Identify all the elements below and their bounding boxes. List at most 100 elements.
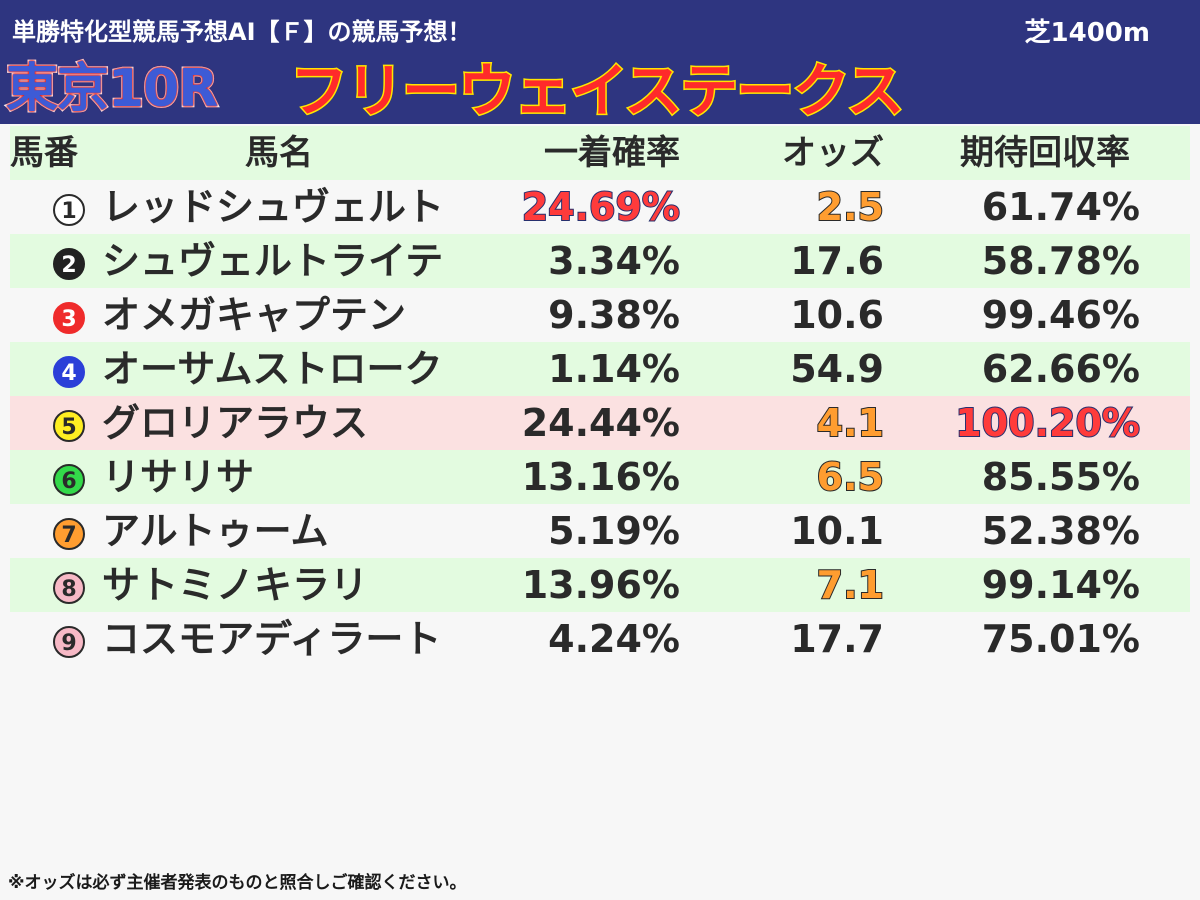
odds-text: 10.6 [790,293,884,337]
expected-return: 85.55% [920,450,1140,504]
odds: 54.9 [700,342,884,396]
column-header-win-probability: 一着確率 [544,133,680,173]
horse-name-text: サトミノキラリ [102,563,369,607]
table-row: 7 アルトゥーム 5.19% 10.1 52.38% [10,504,1190,558]
expected-return-text: 61.74% [981,185,1140,229]
horse-name: サトミノキラリ [102,558,492,612]
odds: 7.1 [700,558,885,612]
win-probability-text: 13.16% [521,455,680,499]
horse-number-badge: 9 [53,625,85,658]
odds-text: 4.1 [816,400,885,446]
horse-number-cell: 8 [10,558,100,612]
expected-return: 99.46% [920,288,1140,342]
horse-number-cell: 4 [10,342,100,396]
win-probability: 5.19% [480,504,680,558]
horse-number-badge: 5 [53,409,85,442]
expected-return-text: 99.46% [981,293,1140,337]
horse-number-cell: 5 [10,396,100,450]
odds: 4.1 [700,396,885,450]
horse-name-text: グロリアラウス [102,401,369,445]
horse-name: アルトゥーム [102,504,492,558]
table-row: 1 レッドシュヴェルト 24.69% 2.5 61.74% [10,180,1190,234]
horse-number-cell: 2 [10,234,100,288]
odds-text: 17.7 [790,617,884,661]
column-header-name: 馬名 [245,133,313,173]
prediction-table: 馬番 馬名 一着確率 オッズ 期待回収率 1 レッドシュヴェルト 24.69% 2.5… [10,126,1190,666]
expected-return-text: 100.20% [954,400,1141,446]
odds-text: 7.1 [816,562,885,608]
table-row: 3 オメガキャプテン 9.38% 10.6 99.46% [10,288,1190,342]
horse-name-text: シュヴェルトライテ [102,239,444,283]
table-row: 5 グロリアラウス 24.44% 4.1 100.20% [10,396,1190,450]
horse-number-cell: 6 [10,450,100,504]
horse-name-text: リサリサ [102,455,255,499]
track-surface-distance: 芝1400m [1024,18,1150,48]
table-row: 2 シュヴェルトライテ 3.34% 17.6 58.78% [10,234,1190,288]
race-number: 東京10R [4,58,219,121]
horse-name-text: コスモアディラート [102,617,442,661]
odds: 17.7 [700,612,884,666]
horse-number-badge: 8 [53,571,85,604]
expected-return-text: 75.01% [981,617,1140,661]
horse-name-text: アルトゥーム [102,509,329,553]
column-header-number: 馬番 [10,133,78,173]
horse-number-cell: 9 [10,612,100,666]
win-probability-text: 24.69% [521,184,681,230]
expected-return: 61.74% [920,180,1140,234]
horse-number-badge: 1 [53,193,85,226]
race-name: フリーウェイステークス [289,56,907,127]
odds: 2.5 [700,180,885,234]
odds: 6.5 [700,450,885,504]
expected-return: 52.38% [920,504,1140,558]
expected-return: 100.20% [920,396,1141,450]
odds: 17.6 [700,234,884,288]
header-banner: 単勝特化型競馬予想AI【Ｆ】の競馬予想！ 芝1400m 東京10R フリーウェイ… [0,0,1200,127]
win-probability: 4.24% [480,612,680,666]
horse-number-badge: 7 [53,517,85,550]
expected-return-text: 99.14% [981,563,1140,607]
odds-text: 17.6 [790,239,884,283]
odds-text: 10.1 [790,509,884,553]
table-body: 1 レッドシュヴェルト 24.69% 2.5 61.74% 2 シュヴェルトライテ 3.34%… [10,180,1190,666]
win-probability: 13.96% [480,558,680,612]
horse-number-cell: 1 [10,180,100,234]
horse-name: グロリアラウス [102,396,492,450]
table-row: 8 サトミノキラリ 13.96% 7.1 99.14% [10,558,1190,612]
expected-return: 75.01% [920,612,1140,666]
horse-number-badge: 2 [53,247,85,280]
odds-disclaimer: ※オッズは必ず主催者発表のものと照合しご確認ください。 [8,873,467,893]
horse-number-cell: 3 [10,288,100,342]
win-probability-text: 5.19% [548,509,680,553]
table-row: 6 リサリサ 13.16% 6.5 85.55% [10,450,1190,504]
win-probability-text: 1.14% [548,347,680,391]
table-header-row: 馬番 馬名 一着確率 オッズ 期待回収率 [10,126,1190,180]
odds-text: 54.9 [790,347,884,391]
odds-text: 6.5 [816,454,885,500]
horse-name-text: オーサムストローク [102,347,443,391]
column-header-expected-return: 期待回収率 [960,133,1130,173]
horse-name: リサリサ [102,450,492,504]
horse-number-badge: 4 [53,355,85,388]
win-probability-text: 24.44% [521,401,680,445]
expected-return-text: 62.66% [981,347,1140,391]
horse-name-text: オメガキャプテン [102,293,407,337]
horse-name: シュヴェルトライテ [102,234,492,288]
expected-return: 58.78% [920,234,1140,288]
win-probability-text: 4.24% [548,617,680,661]
win-probability-text: 13.96% [521,563,680,607]
expected-return-text: 58.78% [981,239,1140,283]
expected-return: 99.14% [920,558,1140,612]
horse-name: オメガキャプテン [102,288,492,342]
odds: 10.6 [700,288,884,342]
horse-name: オーサムストローク [102,342,492,396]
page-subtitle: 単勝特化型競馬予想AI【Ｆ】の競馬予想！ [12,18,472,46]
table-row: 9 コスモアディラート 4.24% 17.7 75.01% [10,612,1190,666]
horse-number-badge: 3 [53,301,85,334]
expected-return-text: 52.38% [981,509,1140,553]
column-header-odds: オッズ [782,133,884,173]
horse-number-cell: 7 [10,504,100,558]
odds-text: 2.5 [816,184,885,230]
win-probability-text: 9.38% [548,293,680,337]
win-probability: 24.44% [480,396,680,450]
win-probability: 24.69% [480,180,681,234]
